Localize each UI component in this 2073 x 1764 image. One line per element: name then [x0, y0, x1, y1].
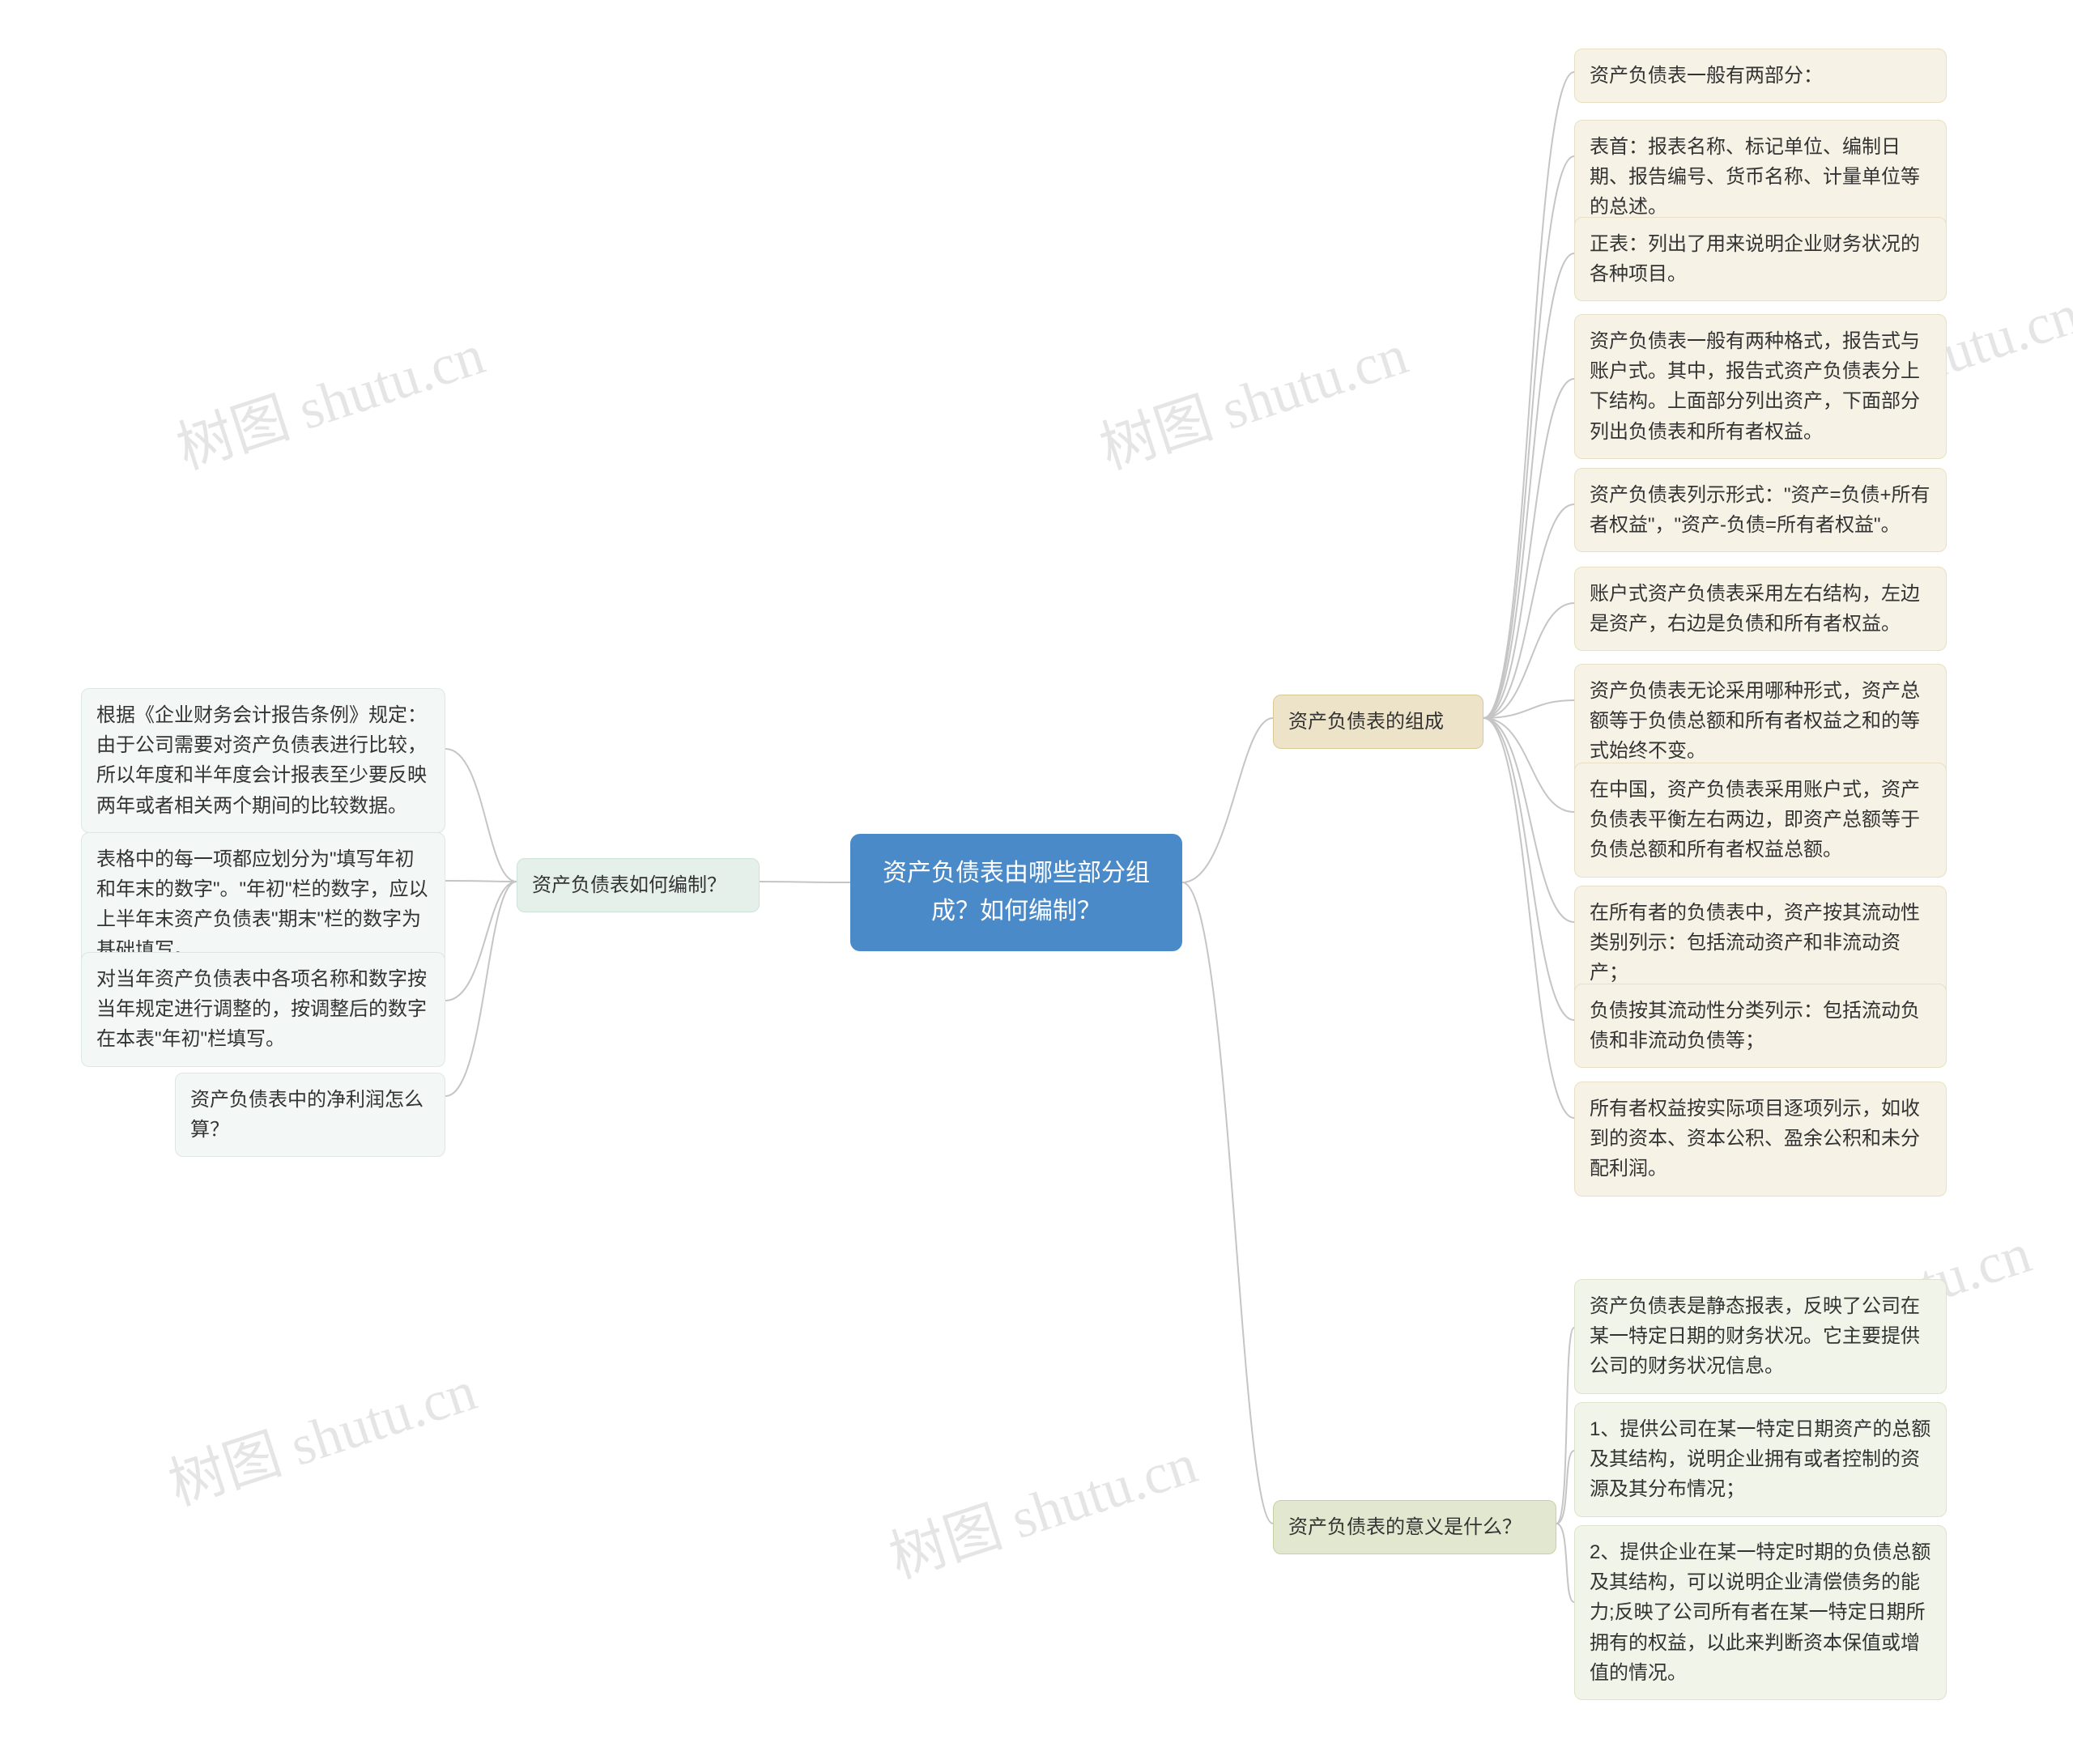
rightA-leaf: 正表：列出了用来说明企业财务状况的各种项目。	[1574, 217, 1947, 301]
root-node: 资产负债表由哪些部分组 成？如何编制？	[850, 834, 1182, 951]
left-leaf: 资产负债表中的净利润怎么算？	[175, 1073, 445, 1157]
rightA-leaf: 负债按其流动性分类列示：包括流动负债和非流动负债等；	[1574, 984, 1947, 1068]
rightA-leaf: 资产负债表一般有两部分：	[1574, 49, 1947, 103]
left-leaf: 对当年资产负债表中各项名称和数字按当年规定进行调整的，按调整后的数字在本表"年初…	[81, 952, 445, 1067]
watermark: 树图 shutu.cn	[878, 1418, 1206, 1594]
branch-how-to-compile: 资产负债表如何编制？	[517, 858, 760, 912]
rightA-leaf: 资产负债表列示形式："资产=负债+所有者权益"，"资产-负债=所有者权益"。	[1574, 468, 1947, 552]
root-line2: 成？如何编制？	[873, 893, 1160, 931]
rightA-leaf: 所有者权益按实际项目逐项列示，如收到的资本、资本公积、盈余公积和未分配利润。	[1574, 1082, 1947, 1197]
watermark: 树图 shutu.cn	[157, 1345, 485, 1521]
left-leaf: 根据《企业财务会计报告条例》规定：由于公司需要对资产负债表进行比较，所以年度和半…	[81, 688, 445, 833]
rightB-leaf: 1、提供公司在某一特定日期资产的总额及其结构，说明企业拥有或者控制的资源及其分布…	[1574, 1402, 1947, 1517]
mindmap-canvas: 树图 shutu.cn 树图 shutu.cn 树图 shutu.cn 树图 s…	[0, 0, 2073, 1764]
root-line1: 资产负债表由哪些部分组	[873, 855, 1160, 893]
rightA-leaf: 资产负债表一般有两种格式，报告式与账户式。其中，报告式资产负债表分上下结构。上面…	[1574, 314, 1947, 459]
watermark: 树图 shutu.cn	[165, 309, 493, 485]
watermark: 树图 shutu.cn	[1088, 309, 1416, 485]
rightA-leaf: 在中国，资产负债表采用账户式，资产负债表平衡左右两边，即资产总额等于负债总额和所…	[1574, 763, 1947, 878]
rightB-leaf: 2、提供企业在某一特定时期的负债总额及其结构，可以说明企业清偿债务的能力;反映了…	[1574, 1525, 1947, 1700]
rightA-leaf: 资产负债表无论采用哪种形式，资产总额等于负债总额和所有者权益之和的等式始终不变。	[1574, 664, 1947, 779]
rightB-leaf: 资产负债表是静态报表，反映了公司在某一特定日期的财务状况。它主要提供公司的财务状…	[1574, 1279, 1947, 1394]
rightA-leaf: 账户式资产负债表采用左右结构，左边是资产，右边是负债和所有者权益。	[1574, 567, 1947, 651]
branch-significance: 资产负债表的意义是什么？	[1273, 1500, 1556, 1554]
branch-composition: 资产负债表的组成	[1273, 695, 1483, 749]
